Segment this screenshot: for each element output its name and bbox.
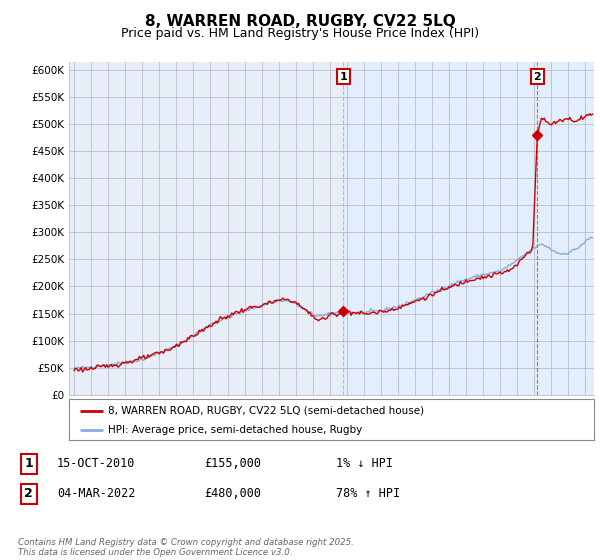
Text: 2: 2 [533,72,541,82]
Text: 1% ↓ HPI: 1% ↓ HPI [336,457,393,470]
Text: 1: 1 [25,457,33,470]
Text: 04-MAR-2022: 04-MAR-2022 [57,487,136,501]
Text: £155,000: £155,000 [204,457,261,470]
Text: 2: 2 [25,487,33,501]
Bar [343,62,594,395]
Text: £480,000: £480,000 [204,487,261,501]
Text: 15-OCT-2010: 15-OCT-2010 [57,457,136,470]
Text: 78% ↑ HPI: 78% ↑ HPI [336,487,400,501]
Text: 1: 1 [340,72,347,82]
Text: Price paid vs. HM Land Registry's House Price Index (HPI): Price paid vs. HM Land Registry's House … [121,27,479,40]
Text: HPI: Average price, semi-detached house, Rugby: HPI: Average price, semi-detached house,… [109,424,362,435]
Text: Contains HM Land Registry data © Crown copyright and database right 2025.
This d: Contains HM Land Registry data © Crown c… [18,538,354,557]
Text: 8, WARREN ROAD, RUGBY, CV22 5LQ (semi-detached house): 8, WARREN ROAD, RUGBY, CV22 5LQ (semi-de… [109,405,425,416]
Text: 8, WARREN ROAD, RUGBY, CV22 5LQ: 8, WARREN ROAD, RUGBY, CV22 5LQ [145,14,455,29]
